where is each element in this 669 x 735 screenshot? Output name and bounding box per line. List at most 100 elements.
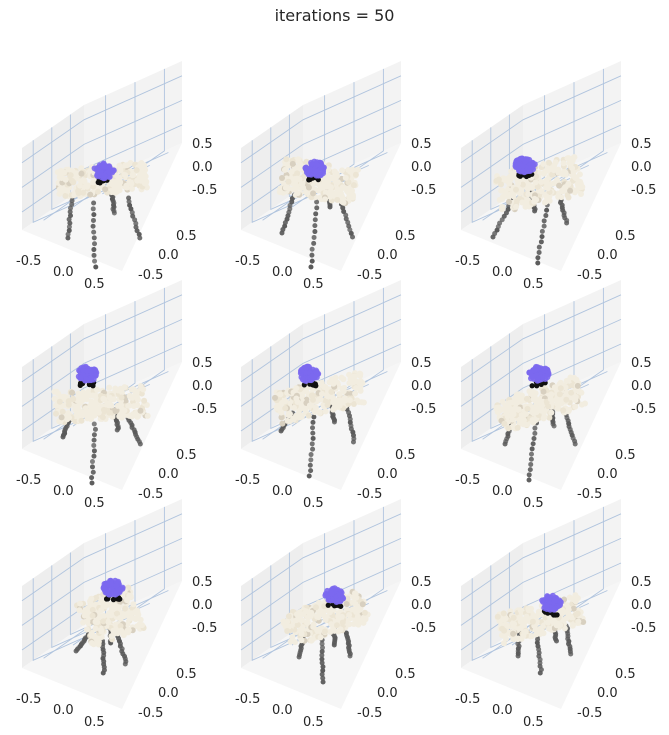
gridline xyxy=(460,318,622,407)
tabletop-point xyxy=(548,391,555,398)
x-tick-label: -0.5 xyxy=(16,692,41,707)
gridline xyxy=(21,75,183,164)
leg-point xyxy=(90,469,96,475)
y-tick-label: 0.0 xyxy=(377,686,398,701)
gridline xyxy=(240,513,402,602)
highlight-point xyxy=(337,592,344,599)
tabletop-point xyxy=(555,192,562,199)
tabletop-point xyxy=(556,391,563,398)
leg-point xyxy=(528,456,534,462)
y-tick-label: 0.5 xyxy=(176,667,197,682)
tabletop-point xyxy=(574,382,581,389)
gridline xyxy=(21,537,183,626)
leg-point xyxy=(532,425,538,431)
tabletop-point xyxy=(565,155,572,162)
right-pane xyxy=(523,61,621,187)
tabletop-point xyxy=(330,380,337,387)
highlight-point xyxy=(526,156,533,163)
tabletop-point xyxy=(111,630,117,637)
tabletop-point xyxy=(305,412,312,419)
z-tick-label: 0.0 xyxy=(411,598,432,613)
tabletop-point xyxy=(572,598,579,605)
tabletop-point xyxy=(327,193,334,200)
tabletop-point xyxy=(100,603,107,610)
tabletop-point xyxy=(572,403,579,410)
gridline xyxy=(21,562,183,651)
tabletop-point xyxy=(337,397,343,404)
tabletop-point xyxy=(304,620,310,626)
leg-point xyxy=(137,235,143,241)
tabletop-point xyxy=(568,389,575,396)
tabletop-point xyxy=(311,409,318,416)
y-tick-label: 0.0 xyxy=(158,467,179,482)
leg-point xyxy=(313,211,319,217)
leg-point xyxy=(530,441,536,447)
tabletop-point xyxy=(523,395,530,402)
tabletop-point xyxy=(359,601,366,608)
y-tick-label: -0.5 xyxy=(357,487,382,502)
tabletop-point xyxy=(137,407,144,414)
tabletop-point xyxy=(525,191,532,198)
tabletop-point xyxy=(503,635,509,642)
point-cloud xyxy=(490,154,586,266)
tabletop-point xyxy=(121,384,128,391)
tabletop-point xyxy=(133,390,140,396)
tabletop-point xyxy=(534,183,541,190)
x-tick-label: 0.0 xyxy=(492,703,513,718)
leg-point xyxy=(296,654,302,660)
point-cloud xyxy=(494,592,587,676)
tabletop-point xyxy=(572,174,579,181)
highlight-point xyxy=(337,597,344,604)
tabletop-point xyxy=(89,606,96,613)
leg-point xyxy=(347,653,353,659)
tabletop-point xyxy=(76,607,83,614)
leg-point xyxy=(278,428,284,434)
tabletop-point xyxy=(330,399,337,406)
leg-point xyxy=(310,425,316,431)
tabletop-point xyxy=(578,191,584,197)
tabletop-point xyxy=(299,392,306,399)
tabletop-point xyxy=(134,413,141,420)
tabletop-point xyxy=(571,189,578,196)
z-tick-label: 0.5 xyxy=(411,575,432,590)
tabletop-point xyxy=(562,169,569,176)
leg-point xyxy=(122,661,128,667)
tabletop-point xyxy=(77,182,83,189)
gridline xyxy=(460,99,622,188)
tabletop-point xyxy=(510,614,517,621)
highlight-point xyxy=(305,171,312,178)
tabletop-point xyxy=(84,183,91,190)
tabletop-point xyxy=(582,400,588,407)
tabletop-point xyxy=(84,618,91,625)
shadow-point xyxy=(95,179,101,185)
tabletop-point xyxy=(53,388,60,395)
point-cloud xyxy=(493,363,588,483)
y-tick-label: -0.5 xyxy=(138,487,163,502)
tabletop-point xyxy=(352,171,359,178)
tabletop-point xyxy=(572,394,579,400)
tabletop-point xyxy=(316,410,323,416)
tabletop-point xyxy=(94,386,100,393)
leg-point xyxy=(539,234,545,240)
tabletop-point xyxy=(79,409,86,416)
leg-point xyxy=(90,206,96,212)
highlight-point xyxy=(299,376,306,383)
tabletop-point xyxy=(289,634,296,641)
tabletop-point xyxy=(296,609,302,616)
leg-point xyxy=(89,480,95,486)
highlight-point xyxy=(95,167,102,174)
tabletop-point xyxy=(514,177,521,184)
tabletop-point xyxy=(310,190,317,197)
tabletop-point xyxy=(339,619,346,626)
tabletop-point xyxy=(78,417,85,424)
tabletop-point xyxy=(69,389,76,396)
tabletop-point xyxy=(546,625,552,632)
leg-point xyxy=(541,223,547,229)
leg-point xyxy=(73,648,79,654)
tabletop-point xyxy=(126,592,133,599)
tabletop-point xyxy=(506,400,513,407)
tabletop-point xyxy=(328,388,335,395)
tabletop-point xyxy=(275,403,282,409)
tabletop-point xyxy=(540,388,547,395)
leg-point xyxy=(528,451,534,457)
